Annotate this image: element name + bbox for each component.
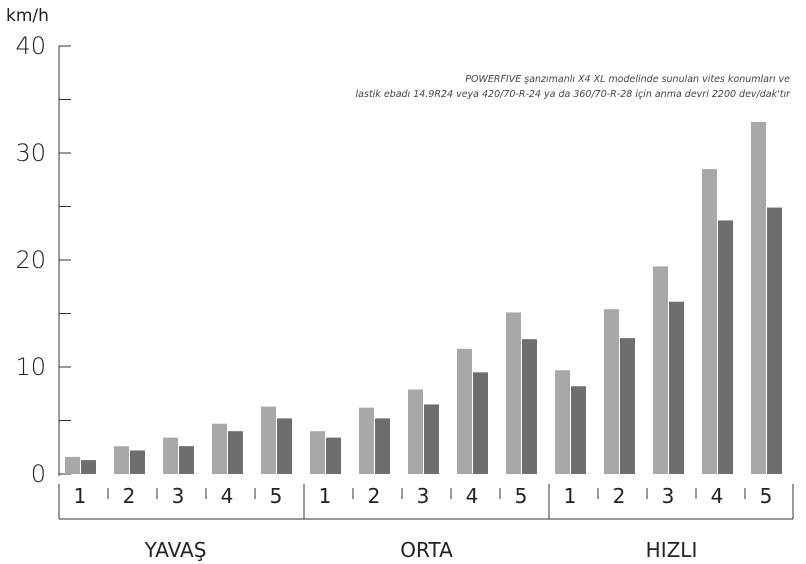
x-tick-label: 3	[662, 484, 675, 508]
bar-series-1	[506, 312, 521, 474]
x-tick-label: 1	[564, 484, 577, 508]
bar-series-1	[751, 121, 766, 474]
x-tick-label: 2	[368, 484, 381, 508]
bar-series-2	[277, 418, 292, 474]
y-axis: 0 10 20 30 40	[15, 32, 71, 488]
bar-series-1	[212, 423, 227, 474]
x-group-label: HIZLI	[646, 538, 698, 562]
bar-series-2	[522, 339, 537, 474]
bar-series-1	[653, 266, 668, 474]
x-group-label: ORTA	[400, 538, 453, 562]
bar-series-2	[473, 372, 488, 474]
x-tick-label: 4	[711, 484, 724, 508]
bar-series-1	[65, 456, 80, 474]
x-axis: 1 2 3 4 5 YAVAŞ 1 2 3 4 5 ORTA 1 2 3 4 5 HIZLI	[58, 484, 794, 562]
bar-series-2	[228, 431, 243, 474]
bar-series-1	[163, 437, 178, 474]
chart-note: POWERFIVE şanzımanlı X4 XL modelinde sun…	[356, 74, 792, 100]
bars	[65, 121, 782, 475]
x-tick-label: 4	[221, 484, 234, 508]
x-tick-label: 2	[613, 484, 626, 508]
chart-note-line-2: lastik ebadı 14.9R24 veya 420/70-R-24 ya…	[356, 89, 792, 100]
bar-series-2	[130, 450, 145, 474]
bar-series-2	[571, 386, 586, 474]
y-tick-label: 20	[15, 246, 46, 274]
bar-series-1	[408, 389, 423, 474]
x-tick-label: 1	[74, 484, 87, 508]
x-tick-label: 3	[417, 484, 430, 508]
x-tick-label: 2	[123, 484, 136, 508]
y-tick-label: 10	[15, 353, 46, 381]
bar-series-1	[604, 309, 619, 474]
bar-series-2	[620, 338, 635, 474]
bar-series-1	[310, 431, 325, 474]
bar-series-2	[718, 220, 733, 474]
x-tick-label: 3	[172, 484, 185, 508]
bar-series-1	[457, 348, 472, 474]
x-tick-label: 5	[515, 484, 528, 508]
x-tick-label: 4	[466, 484, 479, 508]
bar-series-2	[81, 460, 96, 474]
y-tick-label: 30	[15, 139, 46, 167]
bar-series-2	[767, 207, 782, 474]
x-tick-label: 5	[270, 484, 283, 508]
bar-series-1	[555, 370, 570, 474]
y-tick-label: 40	[15, 32, 46, 60]
x-group-label: YAVAŞ	[144, 538, 207, 562]
bar-series-2	[669, 301, 684, 474]
chart-note-line-1: POWERFIVE şanzımanlı X4 XL modelinde sun…	[465, 74, 790, 85]
bar-series-1	[261, 406, 276, 474]
bar-series-1	[359, 407, 374, 474]
bar-series-2	[179, 446, 194, 474]
bar-series-2	[424, 404, 439, 474]
bar-series-1	[114, 446, 129, 474]
x-tick-label: 1	[319, 484, 332, 508]
x-tick-label: 5	[760, 484, 773, 508]
y-tick-label: 0	[31, 460, 46, 488]
bar-series-2	[326, 437, 341, 474]
bar-series-1	[702, 169, 717, 475]
y-axis-unit-label: km/h	[6, 6, 49, 26]
bar-series-2	[375, 418, 390, 474]
